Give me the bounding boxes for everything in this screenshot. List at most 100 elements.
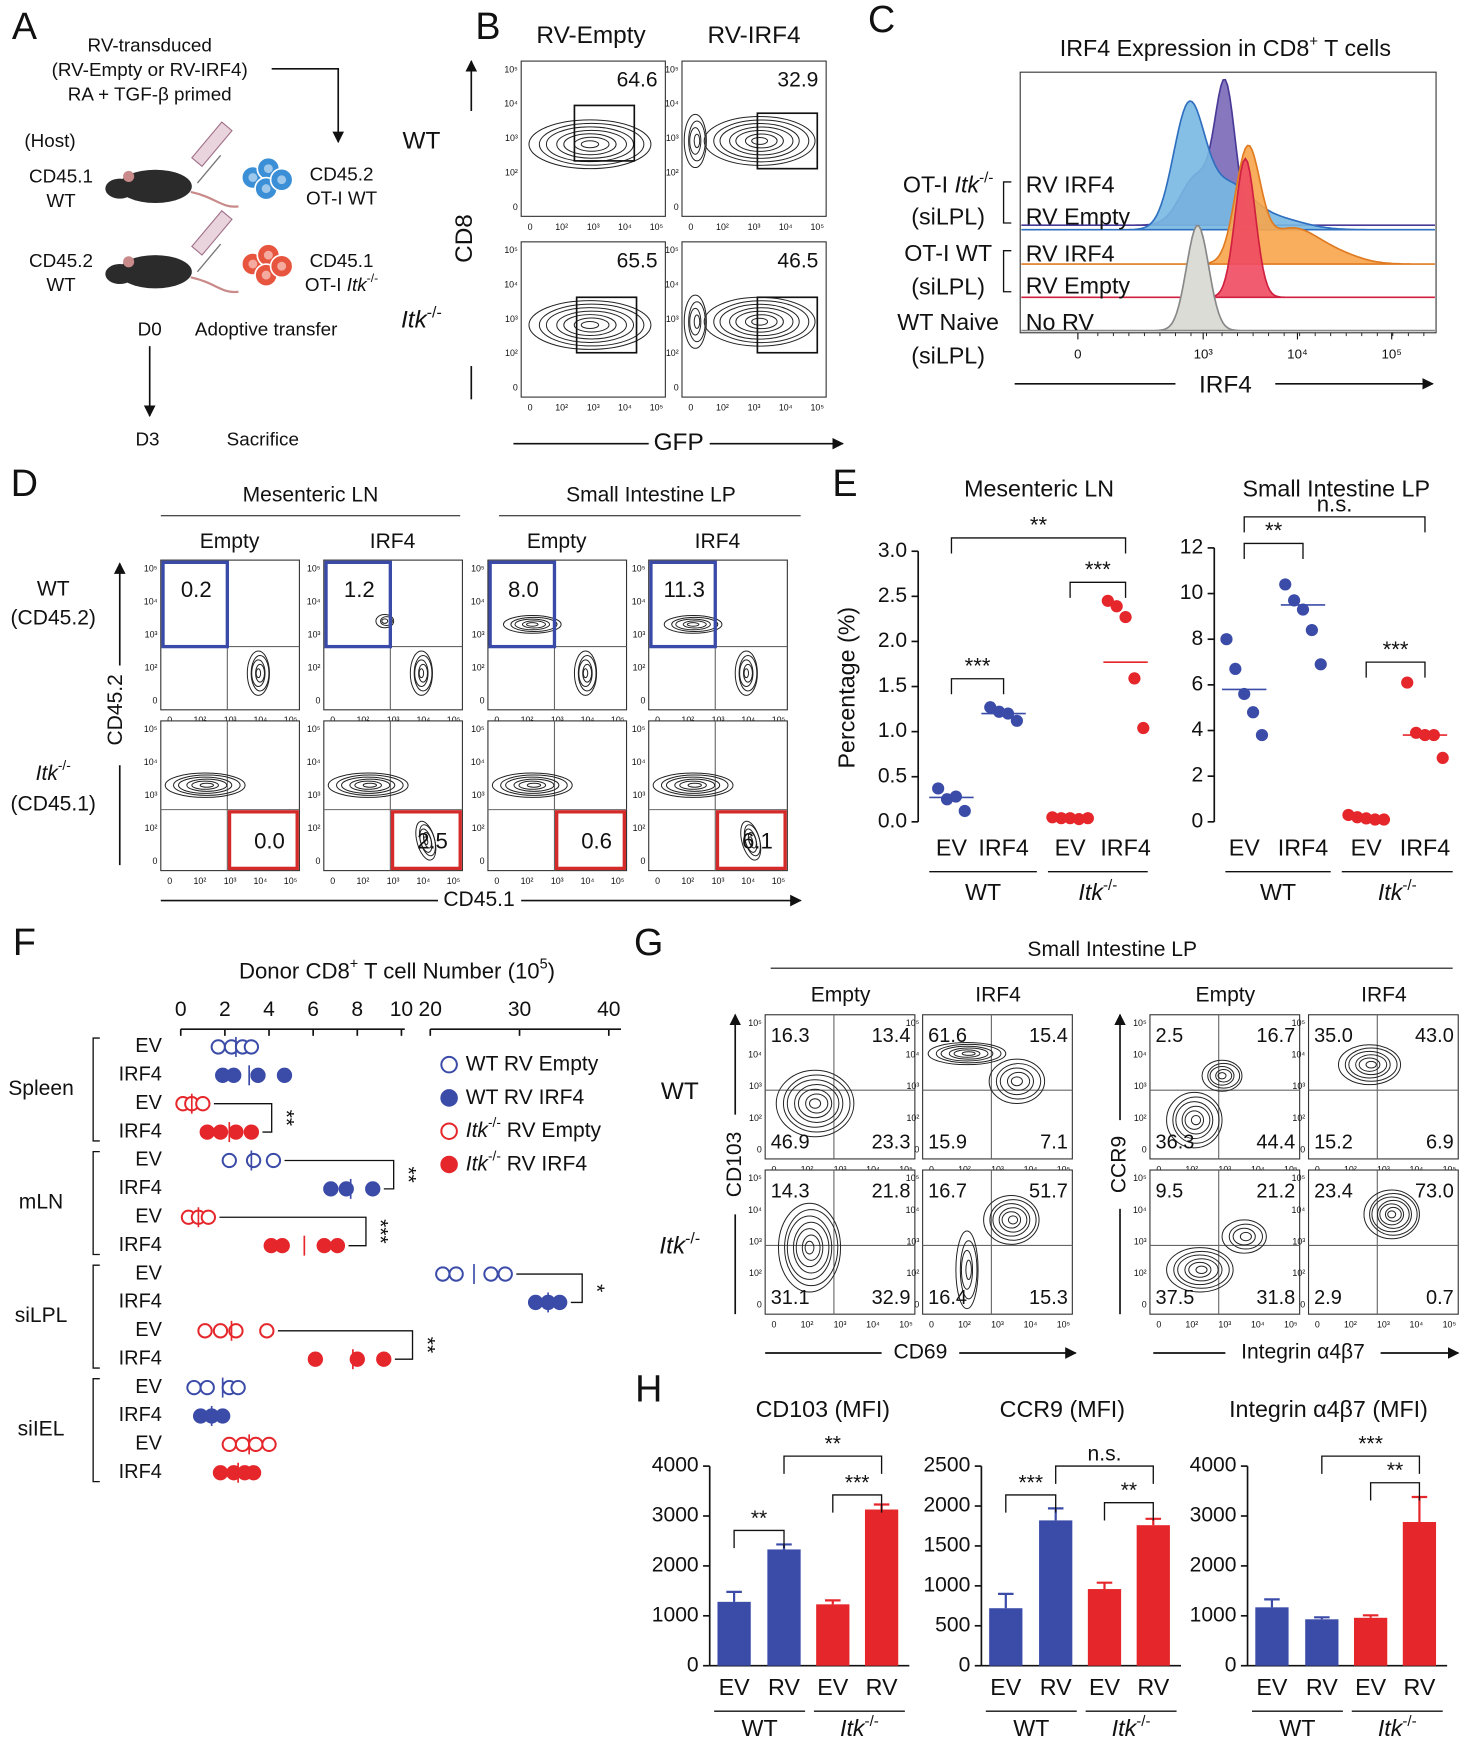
label: (RV-Empty or RV-IRF4) <box>52 59 248 80</box>
contour <box>380 616 393 627</box>
flow-tick-label: 10⁴ <box>581 715 595 725</box>
contour <box>1358 1057 1381 1072</box>
flow-tick-label: 0 <box>167 715 172 725</box>
label: Empty <box>1196 983 1256 1006</box>
quadrant-value: 43.0 <box>1415 1025 1454 1047</box>
significance-bracket <box>1243 516 1426 533</box>
contour <box>255 668 262 679</box>
contour <box>689 307 702 336</box>
x-tick-label: 30 <box>508 998 531 1021</box>
legend-marker <box>440 1122 458 1140</box>
flow-tick-label: 0 <box>480 695 485 705</box>
flow-tick-label: 10⁴ <box>307 596 321 606</box>
flow-tick-label: 10³ <box>387 876 400 886</box>
contour <box>805 1093 829 1114</box>
row-label: EV <box>135 1319 162 1341</box>
flow-tick-label: 0 <box>655 715 660 725</box>
row-label: IRF4 <box>119 1291 162 1313</box>
flow-tick-label: 10⁵ <box>284 876 298 886</box>
y-tick-label: 1000 <box>1190 1603 1237 1626</box>
contour <box>538 303 645 347</box>
flow-tick-label: 10³ <box>633 790 646 800</box>
x-tick-label: IRF4 <box>978 835 1028 861</box>
contour <box>1010 1076 1023 1087</box>
contour <box>1190 1114 1202 1126</box>
significance-bracket <box>284 1159 395 1190</box>
flow-plot <box>1307 1014 1459 1160</box>
gate <box>756 112 819 170</box>
flow-tick-label: 10² <box>521 876 534 886</box>
x-tick-label: RV <box>768 1674 800 1700</box>
label-part: Itk <box>1378 1715 1404 1739</box>
y-tick-label: 1.0 <box>878 719 907 742</box>
label: Empty <box>527 530 587 553</box>
rich-label: Itk-/- <box>36 758 71 784</box>
flow-tick-label: 10³ <box>749 1236 762 1246</box>
y-tick-label: 1500 <box>923 1534 970 1557</box>
quadrant-value: 61.6 <box>928 1025 967 1047</box>
x-tick-label: RV <box>1403 1674 1435 1700</box>
dot <box>435 1266 451 1282</box>
contour <box>735 310 784 333</box>
contour <box>1006 1071 1031 1091</box>
contour <box>955 1230 979 1310</box>
panel-label: C <box>868 0 895 40</box>
significance: n.s. <box>1088 1443 1122 1466</box>
flow-tick-label: 10⁴ <box>1133 1050 1147 1060</box>
contour <box>784 1209 839 1287</box>
y-tick-label: 6 <box>1191 672 1203 695</box>
error-bar <box>1096 1581 1113 1590</box>
rich-label: Itk-/- <box>401 304 442 334</box>
contour <box>663 615 723 634</box>
flow-tick-label: 10² <box>1134 1268 1147 1278</box>
contour <box>948 1047 989 1060</box>
contour <box>186 778 228 792</box>
dot <box>1110 600 1123 613</box>
flow-tick-label: 10⁵ <box>811 403 825 413</box>
bar <box>1305 1619 1339 1666</box>
quadrant-value: 32.9 <box>872 1287 911 1309</box>
quadrant-value: 46.9 <box>771 1132 810 1154</box>
dot <box>199 1379 215 1396</box>
contour <box>418 668 425 679</box>
label: RA + TGF-β primed <box>68 83 232 104</box>
bar <box>1087 1589 1122 1666</box>
label: WT <box>1279 1715 1315 1739</box>
label: Integrin α4β7 <box>1241 1341 1365 1364</box>
label: (siLPL) <box>911 274 985 300</box>
flow-tick-label: 10⁴ <box>144 596 158 606</box>
flow-tick-label: 10⁴ <box>471 596 485 606</box>
dot <box>1128 672 1141 685</box>
x-tick-label: IRF4 <box>1100 835 1150 861</box>
flow-plot <box>1149 1014 1301 1160</box>
contour <box>665 776 721 794</box>
contour <box>414 659 429 688</box>
quadrant-value: 15.2 <box>1314 1132 1353 1154</box>
dot <box>265 1152 282 1169</box>
label: CD69 <box>894 1341 948 1364</box>
dot <box>483 1266 499 1282</box>
contour <box>775 1069 855 1138</box>
flow-tick-label: 10³ <box>748 222 761 232</box>
contour <box>1172 1096 1220 1144</box>
flow-plot <box>1149 1169 1301 1315</box>
flow-tick-label: 10³ <box>224 876 237 886</box>
panel-label: D <box>11 462 38 504</box>
flow-tick-label: 10⁴ <box>741 876 755 886</box>
significance: *** <box>1018 1471 1043 1494</box>
flow-tick-label: 0 <box>316 856 321 866</box>
label: CD45.1 <box>443 888 514 911</box>
contour <box>580 321 600 330</box>
y-tick-label: 3.0 <box>878 539 907 562</box>
flow-tick-label: 10⁴ <box>253 715 267 725</box>
contour <box>580 140 600 149</box>
flow-tick-label: 10⁴ <box>741 715 755 725</box>
legend-label: Itk-/- RV Empty <box>466 1115 602 1141</box>
y-tick-label: 3000 <box>1190 1504 1237 1527</box>
dot <box>212 1465 229 1481</box>
mouse-ear <box>123 256 135 268</box>
dot <box>234 1436 251 1453</box>
contour <box>563 314 617 336</box>
label: CCR9 <box>1108 1136 1131 1193</box>
tick-label: 0 <box>1074 346 1081 361</box>
